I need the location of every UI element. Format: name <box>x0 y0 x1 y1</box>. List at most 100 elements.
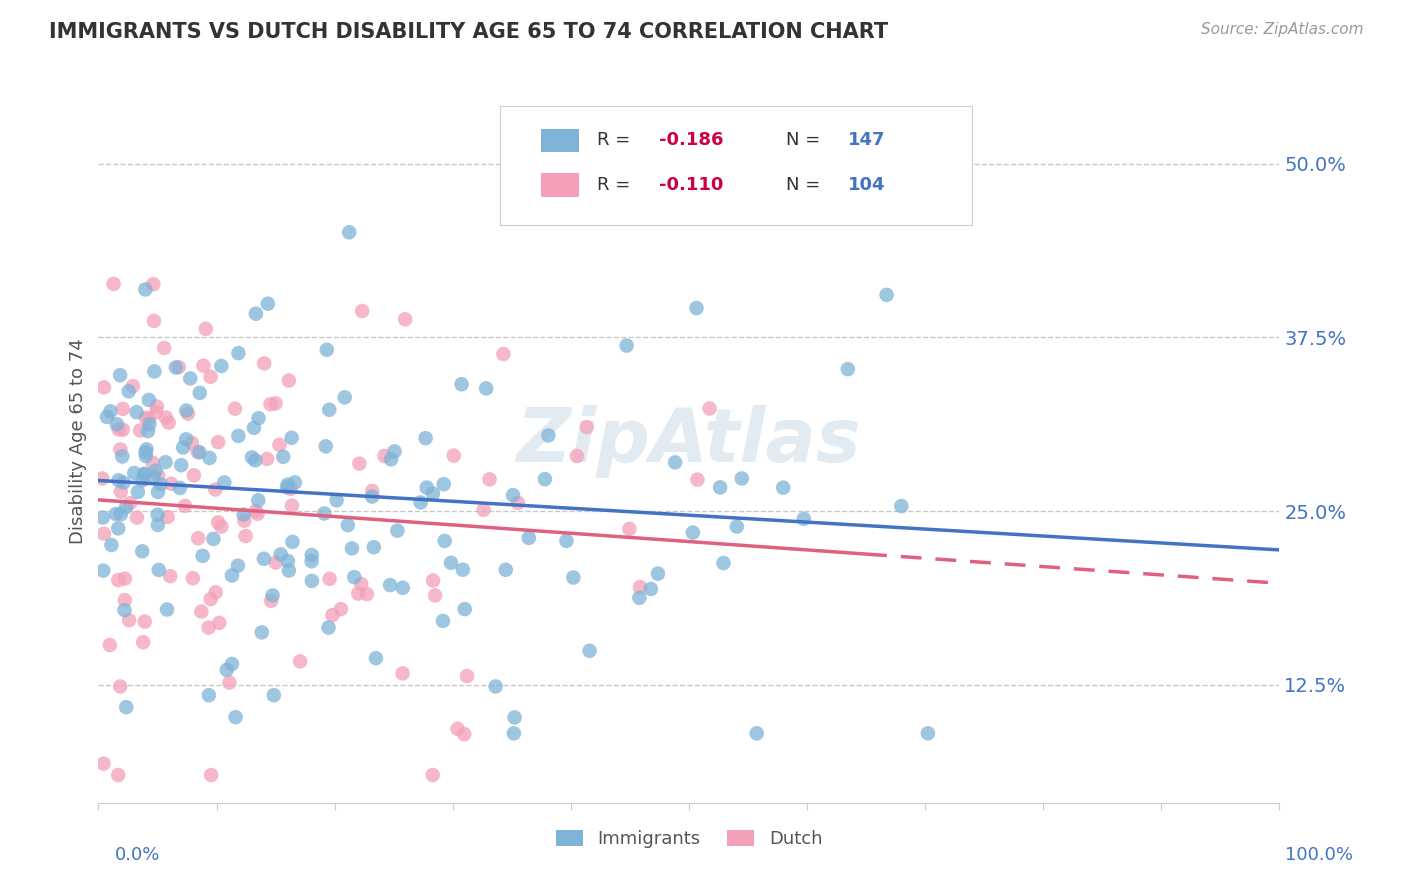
Point <box>181 571 204 585</box>
Point <box>432 614 454 628</box>
Point <box>336 518 359 533</box>
Point <box>215 663 238 677</box>
Point <box>245 307 267 321</box>
Point <box>318 402 340 417</box>
Point <box>745 726 768 740</box>
Point <box>110 484 132 499</box>
Point <box>145 405 167 419</box>
Point <box>172 441 194 455</box>
Point <box>772 481 794 495</box>
Text: Source: ZipAtlas.com: Source: ZipAtlas.com <box>1201 22 1364 37</box>
Point <box>191 549 214 563</box>
Point <box>91 564 114 578</box>
Text: IMMIGRANTS VS DUTCH DISABILITY AGE 65 TO 74 CORRELATION CHART: IMMIGRANTS VS DUTCH DISABILITY AGE 65 TO… <box>49 22 889 42</box>
Point <box>686 473 709 487</box>
Point <box>502 488 524 502</box>
Point <box>262 589 284 603</box>
Point <box>277 477 299 491</box>
Point <box>277 554 299 568</box>
Point <box>269 438 291 452</box>
Point <box>280 482 302 496</box>
Point <box>198 450 221 465</box>
Point <box>682 525 704 540</box>
Point <box>475 381 498 395</box>
Point <box>142 470 165 484</box>
Point <box>138 411 160 425</box>
Point <box>91 471 114 485</box>
Point <box>200 592 222 607</box>
Point <box>478 472 501 486</box>
Point <box>165 360 187 375</box>
Point <box>138 417 160 432</box>
Point <box>233 514 256 528</box>
Point <box>135 445 157 459</box>
Point <box>132 635 155 649</box>
Point <box>380 452 402 467</box>
Text: 0.0%: 0.0% <box>115 846 160 863</box>
Y-axis label: Disability Age 65 to 74: Disability Age 65 to 74 <box>69 339 87 544</box>
Point <box>148 563 170 577</box>
Point <box>114 603 136 617</box>
Point <box>143 364 166 378</box>
Point <box>187 531 209 545</box>
Point <box>104 507 127 521</box>
Point <box>221 657 243 671</box>
Point <box>876 288 898 302</box>
Point <box>93 380 115 394</box>
Text: -0.110: -0.110 <box>659 176 724 194</box>
Point <box>363 540 385 554</box>
Point <box>159 569 181 583</box>
Point <box>731 471 754 485</box>
Text: 104: 104 <box>848 176 886 194</box>
Point <box>502 726 524 740</box>
FancyBboxPatch shape <box>541 173 579 196</box>
Point <box>256 452 278 467</box>
Point <box>394 312 416 326</box>
Point <box>685 301 707 315</box>
Point <box>228 346 250 360</box>
Point <box>440 556 463 570</box>
Legend: Immigrants, Dutch: Immigrants, Dutch <box>548 822 830 855</box>
Point <box>349 457 371 471</box>
Point <box>190 605 212 619</box>
Point <box>146 484 169 499</box>
Point <box>373 449 395 463</box>
Point <box>318 572 340 586</box>
Point <box>664 455 686 469</box>
Point <box>263 688 285 702</box>
Point <box>456 669 478 683</box>
Point <box>356 587 378 601</box>
Point <box>111 401 134 416</box>
Point <box>423 588 446 602</box>
Point <box>387 524 409 538</box>
Point <box>153 341 176 355</box>
Point <box>257 296 280 310</box>
Point <box>246 507 269 521</box>
Point <box>517 531 540 545</box>
Point <box>134 282 156 296</box>
Point <box>409 495 432 509</box>
Point <box>176 403 198 417</box>
Point <box>422 768 444 782</box>
Point <box>616 338 638 352</box>
Point <box>127 485 149 500</box>
Point <box>202 532 225 546</box>
Point <box>131 544 153 558</box>
Point <box>200 369 222 384</box>
Point <box>277 374 299 388</box>
Point <box>506 496 529 510</box>
Point <box>157 416 180 430</box>
Point <box>565 449 588 463</box>
Point <box>148 468 170 483</box>
Point <box>96 409 118 424</box>
Point <box>247 493 270 508</box>
Point <box>93 756 115 771</box>
Point <box>194 322 217 336</box>
Point <box>347 586 370 600</box>
Point <box>218 675 240 690</box>
Point <box>484 680 506 694</box>
Point <box>391 581 413 595</box>
Point <box>270 548 292 562</box>
Point <box>100 404 122 418</box>
Point <box>250 625 273 640</box>
